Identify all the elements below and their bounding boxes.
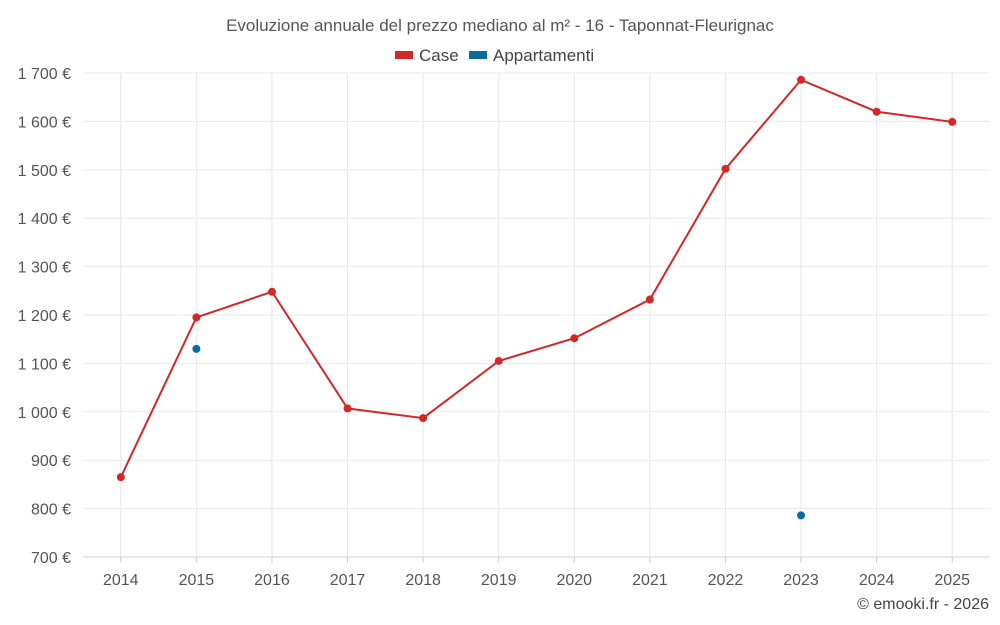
data-point-case-2022[interactable]: Case 2022: 1502 € — [721, 164, 730, 173]
x-tick-label: 2015 — [179, 572, 215, 589]
legend-item-case[interactable]: Case — [395, 46, 459, 65]
series-layer: Case 2014: 865 € Case 2015: 1195 € Case 20… — [116, 75, 957, 520]
series-line-case — [119, 78, 953, 478]
y-tick-label: 1 500 € — [18, 163, 71, 180]
legend-item-appartamenti[interactable]: Appartamenti — [469, 46, 594, 65]
x-axis-labels: 2014 2015 2016 2017 2018 2019 2020 2021 2022 2023… — [103, 572, 970, 589]
data-point-appartamenti-2015[interactable]: Appartamenti 2015: 1130 € — [192, 344, 201, 353]
x-tick-label: 2018 — [405, 572, 441, 589]
data-point-case-2021[interactable]: Case 2021: 1232 € — [645, 295, 654, 304]
y-tick-label: 900 € — [31, 453, 71, 470]
legend-label-appartamenti: Appartamenti — [493, 46, 594, 65]
y-tick-label: 1 400 € — [18, 211, 71, 228]
x-tick-label: 2019 — [481, 572, 517, 589]
y-tick-label: 1 300 € — [18, 260, 71, 277]
y-tick-label: 1 600 € — [18, 114, 71, 131]
data-point-case-2014[interactable]: Case 2014: 865 € — [116, 473, 125, 482]
data-point-case-2025[interactable]: Case 2025: 1599 € — [948, 117, 957, 126]
x-tick-label: 2022 — [708, 572, 744, 589]
gridlines — [83, 72, 990, 563]
y-tick-label: 1 000 € — [18, 405, 71, 422]
data-point-case-2015[interactable]: Case 2015: 1195 € — [192, 313, 201, 322]
x-tick-label: 2014 — [103, 572, 139, 589]
y-tick-label: 1 200 € — [18, 308, 71, 325]
y-axis-labels: 700 € 800 € 900 € 1 000 € 1 100 € 1 200 € 1 30… — [18, 66, 71, 567]
data-point-case-2019[interactable]: Case 2019: 1105 € — [494, 356, 503, 365]
x-tick-label: 2017 — [330, 572, 366, 589]
data-point-case-2017[interactable]: Case 2017: 1007 € — [343, 404, 352, 413]
data-point-case-2020[interactable]: Case 2020: 1152 € — [570, 334, 579, 343]
x-tick-label: 2021 — [632, 572, 668, 589]
legend-swatch-case — [395, 51, 413, 59]
x-tick-label: 2020 — [556, 572, 592, 589]
y-tick-label: 700 € — [31, 550, 71, 567]
data-point-appartamenti-2023[interactable]: Appartamenti 2023: 786 € — [797, 511, 806, 520]
y-tick-label: 800 € — [31, 502, 71, 519]
legend-swatch-appartamenti — [469, 51, 487, 59]
x-tick-label: 2024 — [859, 572, 895, 589]
legend: Case Appartamenti — [395, 46, 594, 65]
legend-label-case: Case — [419, 46, 459, 65]
data-point-case-2023[interactable]: Case 2023: 1686 € — [797, 75, 806, 84]
y-tick-label: 1 100 € — [18, 356, 71, 373]
chart-title: Evoluzione annuale del prezzo mediano al… — [226, 16, 774, 35]
x-tick-label: 2025 — [934, 572, 970, 589]
credit-text: © emooki.fr - 2026 — [857, 596, 989, 613]
x-tick-label: 2016 — [254, 572, 290, 589]
x-tick-label: 2023 — [783, 572, 819, 589]
data-point-case-2018[interactable]: Case 2018: 987 € — [419, 414, 428, 423]
data-point-case-2016[interactable]: Case 2016: 1248 € — [267, 287, 276, 296]
y-tick-label: 1 700 € — [18, 66, 71, 83]
